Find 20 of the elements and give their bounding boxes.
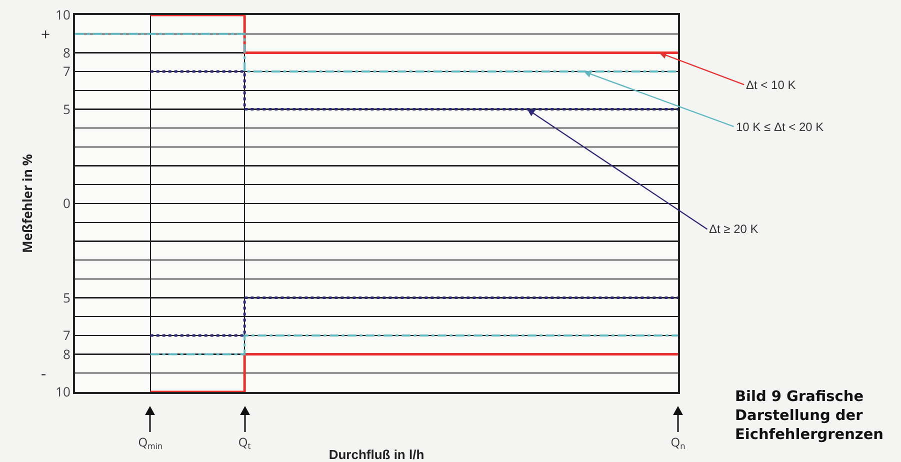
x-tick-label: Q$_{min}$ — [138, 433, 163, 452]
y-tick-label: 10 — [56, 382, 70, 401]
y-tick-label: 8 — [62, 43, 70, 62]
text: Bild 9 Grafische Darstellung der Eichfehlergrenzen — [735, 388, 884, 445]
y-tick-label: 10 — [56, 6, 70, 24]
text: 10 K ≤ Δt < 20 K — [736, 120, 824, 134]
x-axis-title: Durchfluß in l/h — [328, 447, 424, 462]
y-tick-label: 7 — [62, 326, 70, 344]
x-tick-label: Q$_{n}$ — [670, 433, 686, 452]
y-tick-label: 5 — [62, 100, 70, 118]
y-tick-label: 5 — [62, 288, 70, 306]
x-tick-label: Q$_{t}$ — [238, 433, 251, 452]
y-tick-label: 7 — [62, 62, 70, 80]
y-tick-label: 0 — [62, 194, 70, 212]
y-axis-title: Meßfehler in % — [18, 154, 36, 253]
text: Δt ≥ 20 K — [709, 222, 758, 236]
text: + — [41, 23, 50, 45]
text: Δt < 10 K — [746, 78, 796, 92]
y-tick-label: 8 — [62, 344, 70, 363]
text: - — [41, 362, 46, 384]
